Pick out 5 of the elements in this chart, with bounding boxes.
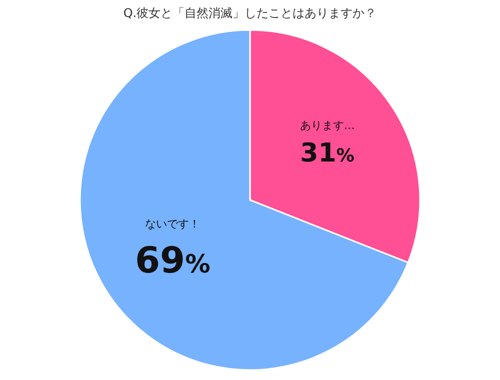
slice-label: ないです！	[145, 217, 200, 230]
slice-label: あります…	[300, 119, 355, 132]
data-label: 69%	[134, 240, 210, 282]
chart-title: Q.彼女と「自然消滅」したことはありますか？	[123, 6, 377, 20]
data-label: 31%	[300, 138, 355, 169]
